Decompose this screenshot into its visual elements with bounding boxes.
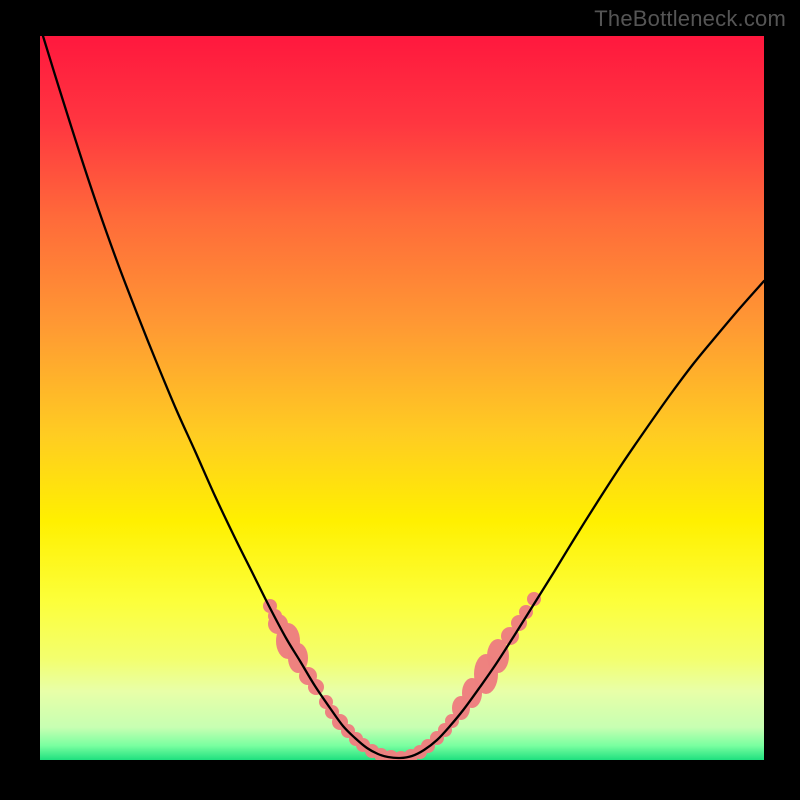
plot-area <box>40 36 764 760</box>
bottleneck-curve <box>40 36 764 760</box>
curve-marker <box>487 639 509 673</box>
watermark-text: TheBottleneck.com <box>594 6 786 32</box>
chart-container: { "watermark": { "text": "TheBottleneck.… <box>0 0 800 800</box>
